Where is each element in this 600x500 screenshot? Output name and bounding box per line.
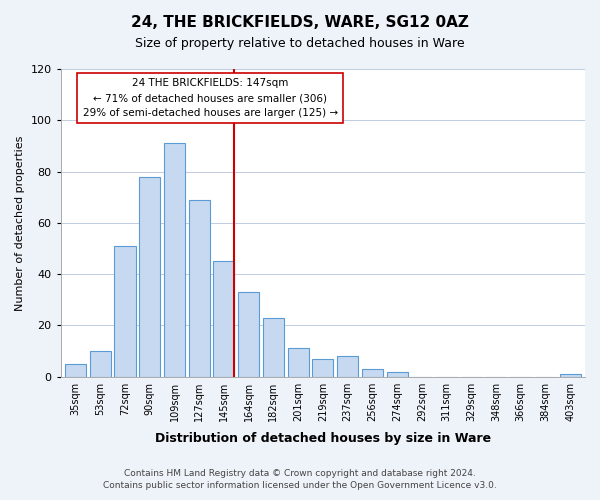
Bar <box>287 348 308 376</box>
Bar <box>362 369 383 376</box>
Bar <box>90 351 111 376</box>
Bar <box>238 292 259 376</box>
Bar <box>115 246 136 376</box>
Y-axis label: Number of detached properties: Number of detached properties <box>15 135 25 310</box>
Bar <box>560 374 581 376</box>
Bar <box>386 372 407 376</box>
Text: Size of property relative to detached houses in Ware: Size of property relative to detached ho… <box>135 38 465 51</box>
Bar <box>263 318 284 376</box>
Text: 24, THE BRICKFIELDS, WARE, SG12 0AZ: 24, THE BRICKFIELDS, WARE, SG12 0AZ <box>131 15 469 30</box>
Bar <box>313 358 334 376</box>
Bar <box>164 144 185 376</box>
Bar <box>188 200 210 376</box>
Bar <box>337 356 358 376</box>
Text: Contains HM Land Registry data © Crown copyright and database right 2024.
Contai: Contains HM Land Registry data © Crown c… <box>103 468 497 490</box>
Bar <box>139 176 160 376</box>
X-axis label: Distribution of detached houses by size in Ware: Distribution of detached houses by size … <box>155 432 491 445</box>
Text: 24 THE BRICKFIELDS: 147sqm
← 71% of detached houses are smaller (306)
29% of sem: 24 THE BRICKFIELDS: 147sqm ← 71% of deta… <box>83 78 338 118</box>
Bar <box>65 364 86 376</box>
Bar <box>214 262 235 376</box>
